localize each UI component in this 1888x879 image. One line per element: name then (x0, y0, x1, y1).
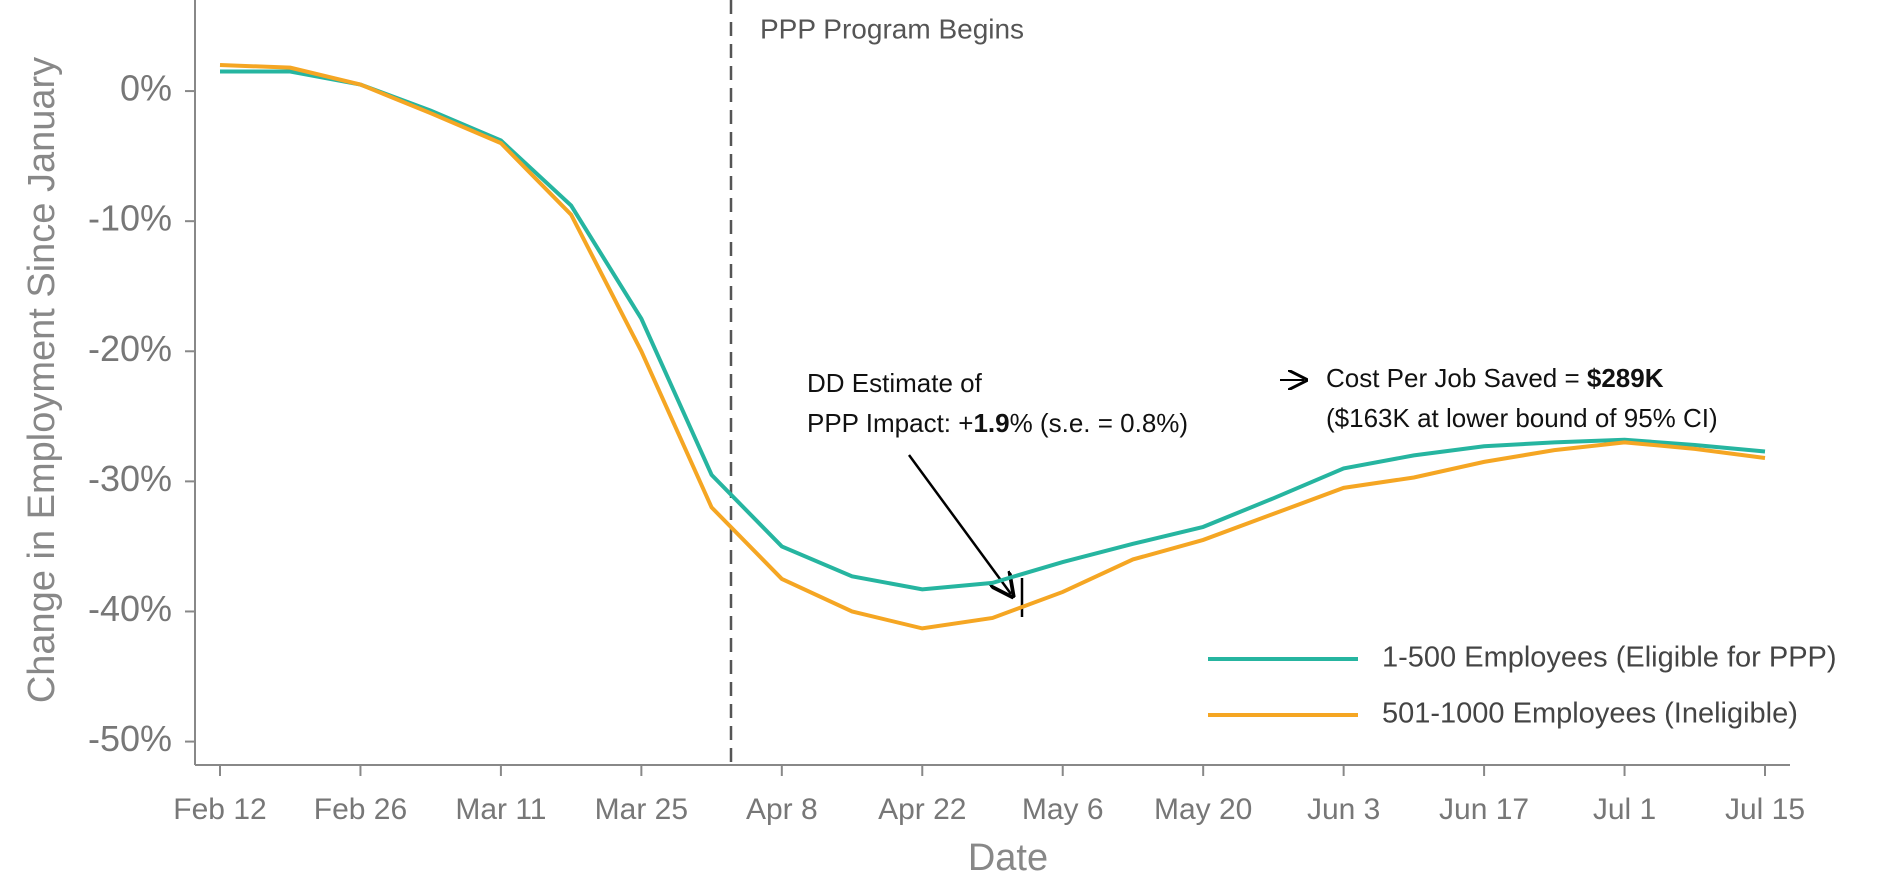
x-tick-label: May 6 (1022, 793, 1104, 826)
dd-text: PPP Impact: + (807, 408, 973, 438)
y-tick-label: -50% (88, 718, 172, 759)
x-tick-label: Feb 26 (314, 793, 407, 826)
x-tick-label: Mar 25 (595, 793, 688, 826)
x-tick-label: Jun 17 (1439, 793, 1529, 826)
cost-annotation: ($163K at lower bound of 95% CI) (1326, 403, 1718, 433)
dd-arrow (907, 454, 1011, 594)
legend-label: 501-1000 Employees (Ineligible) (1382, 698, 1798, 730)
y-tick-label: -20% (88, 328, 172, 369)
x-tick-label: Mar 11 (455, 793, 546, 826)
x-tick-label: May 20 (1154, 793, 1252, 826)
series-line (219, 63, 1766, 631)
x-tick-label: Apr 22 (878, 793, 966, 826)
dd-annotation: PPP Impact: +1.9% (s.e. = 0.8%) (807, 408, 1188, 438)
x-tick-label: Jul 1 (1593, 793, 1656, 826)
cost-value: $289K (1587, 363, 1664, 393)
program-label: PPP Program Begins (760, 13, 1024, 44)
cost-text: Cost Per Job Saved = (1326, 363, 1587, 393)
legend-label: 1-500 Employees (Eligible for PPP) (1382, 642, 1837, 674)
x-tick-label: Apr 8 (746, 793, 818, 826)
y-tick-label: -30% (88, 458, 172, 499)
y-tick-label: -10% (88, 198, 172, 239)
dd-text: % (s.e. = 0.8%) (1010, 408, 1188, 438)
y-tick-label: 0% (120, 68, 172, 109)
x-axis-title: Date (968, 837, 1048, 879)
x-tick-label: Feb 12 (173, 793, 266, 826)
dd-value: 1.9 (973, 408, 1009, 438)
series-line (220, 69, 1766, 592)
x-tick-label: Jun 3 (1307, 793, 1380, 826)
cost-annotation: Cost Per Job Saved = $289K (1326, 363, 1664, 393)
y-tick-label: -40% (88, 588, 172, 629)
dd-annotation: DD Estimate of (807, 368, 983, 398)
y-axis-title: Change in Employment Since January (21, 57, 63, 703)
x-tick-label: Jul 15 (1725, 793, 1805, 826)
